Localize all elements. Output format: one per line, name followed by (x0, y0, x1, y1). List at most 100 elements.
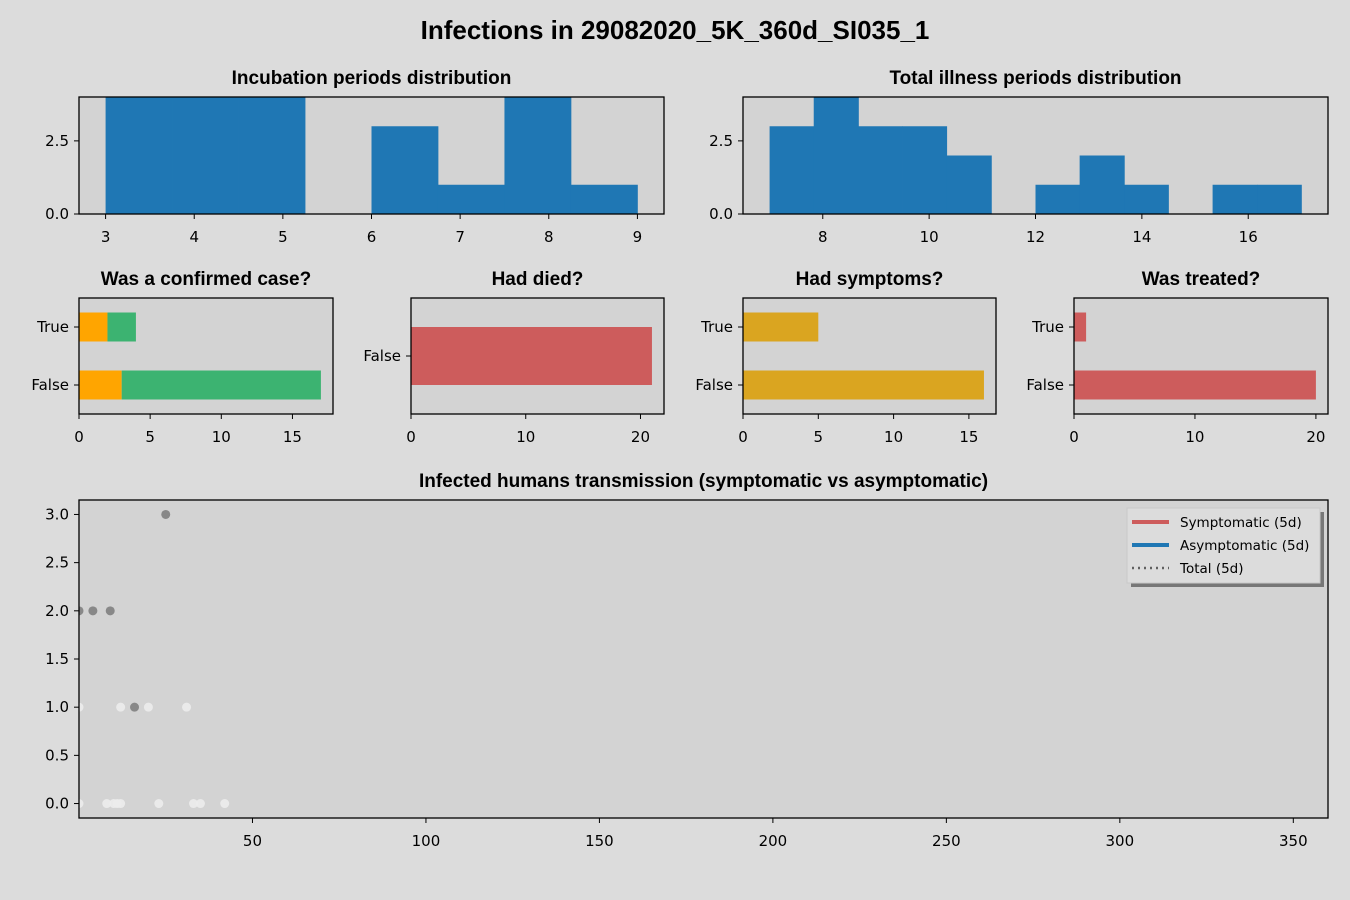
plot-frame (742, 96, 1329, 215)
scatter-point (188, 799, 198, 809)
legend: Symptomatic (5d) Asymptomatic (5d) Total (… (1126, 507, 1324, 587)
x-tick-label: 12 (1026, 228, 1045, 246)
bar-segment (1074, 370, 1316, 400)
histogram-bar (1079, 155, 1125, 214)
y-tick-label: True (700, 318, 733, 336)
histogram-bar (1124, 184, 1169, 214)
x-tick-label: 250 (932, 832, 961, 850)
histogram-bar (570, 184, 638, 214)
scatter-point (79, 606, 84, 616)
plot-frame (78, 96, 665, 215)
x-tick-label: 0 (406, 428, 416, 446)
x-tick-label: 200 (759, 832, 788, 850)
bar-segment (121, 370, 321, 400)
y-tick-label: 2.0 (45, 602, 69, 620)
x-tick-label: 20 (631, 428, 650, 446)
x-tick-label: 7 (455, 228, 465, 246)
scatter-point (161, 509, 171, 519)
bar-segment (79, 370, 122, 400)
chart-title: Had died? (492, 269, 584, 290)
x-tick-label: 0 (738, 428, 748, 446)
x-tick-label: 350 (1279, 832, 1308, 850)
legend-label: Symptomatic (5d) (1180, 515, 1302, 531)
histogram-bar (437, 184, 505, 214)
plot-frame (742, 297, 997, 415)
scatter-point (195, 799, 205, 809)
y-tick-label: False (363, 347, 401, 365)
plot-frame (78, 297, 334, 415)
y-tick-label: 3.0 (45, 505, 69, 523)
x-tick-label: 5 (145, 428, 155, 446)
chart-6: Infected humans transmission (symptomati… (45, 471, 1329, 850)
chart-3: Had died? False 0 10 20 (363, 269, 665, 446)
scatter-point (143, 702, 153, 712)
scatter-point (130, 702, 140, 712)
legend-label: Total (5d) (1179, 561, 1244, 577)
y-tick-label: False (695, 376, 733, 394)
histogram-bar (1212, 184, 1258, 214)
bar-segment (411, 327, 652, 385)
bar-segment (79, 312, 108, 342)
chart-title: Was a confirmed case? (101, 269, 311, 290)
scatter-point (102, 799, 112, 809)
x-tick-label: 10 (1185, 428, 1204, 446)
chart-title: Had symptoms? (796, 269, 944, 290)
chart-0: Incubation periods distribution 3 4 5 6 7 8 9 0.… (45, 68, 665, 246)
histogram-bar (946, 155, 992, 214)
x-tick-label: 10 (884, 428, 903, 446)
histogram-bar (238, 97, 306, 214)
chart-title: Incubation periods distribution (232, 68, 512, 89)
histogram-bar (769, 126, 815, 214)
y-tick-label: False (1026, 376, 1064, 394)
x-tick-label: 9 (633, 228, 643, 246)
x-tick-label: 150 (585, 832, 614, 850)
x-tick-label: 16 (1239, 228, 1258, 246)
chart-4: Had symptoms? False True 0 5 10 15 (695, 269, 997, 446)
chart-title: Total illness periods distribution (889, 68, 1181, 89)
bar-segment (743, 312, 819, 342)
x-tick-label: 6 (367, 228, 377, 246)
y-tick-label: True (36, 318, 69, 336)
histogram-bar (813, 97, 859, 214)
plot-frame (1073, 297, 1329, 415)
x-tick-label: 50 (243, 832, 262, 850)
scatter-point (220, 799, 230, 809)
histogram-bar (105, 97, 173, 214)
x-tick-label: 15 (283, 428, 302, 446)
y-tick-label: 0.0 (45, 795, 69, 813)
y-tick-label: 2.5 (45, 554, 69, 572)
histogram-bar (172, 97, 239, 214)
x-tick-label: 5 (814, 428, 824, 446)
x-tick-label: 0 (1069, 428, 1079, 446)
figure-title: Infections in 29082020_5K_360d_SI035_1 (421, 15, 930, 45)
x-tick-label: 10 (920, 228, 939, 246)
scatter-point (105, 606, 115, 616)
x-tick-label: 100 (412, 832, 441, 850)
y-tick-label: 2.5 (709, 132, 733, 150)
y-tick-label: 1.0 (45, 698, 69, 716)
histogram-bar (504, 97, 572, 214)
scatter-point (79, 799, 84, 809)
histogram-bar (1035, 184, 1081, 214)
scatter-point (116, 702, 126, 712)
y-tick-label: True (1031, 318, 1064, 336)
y-tick-label: 0.0 (709, 205, 733, 223)
chart-2: Was a confirmed case? False True 0 5 10 15 (31, 269, 334, 446)
scatter-point (116, 799, 126, 809)
histogram-bar (371, 126, 439, 214)
y-tick-label: 1.5 (45, 650, 69, 668)
scatter-point (182, 702, 192, 712)
x-tick-label: 14 (1132, 228, 1151, 246)
x-tick-label: 8 (544, 228, 554, 246)
y-tick-label: 0.5 (45, 746, 69, 764)
bar-segment (1074, 312, 1087, 342)
x-tick-label: 10 (212, 428, 231, 446)
x-tick-label: 5 (278, 228, 288, 246)
chart-title: Was treated? (1142, 269, 1261, 290)
bar-segment (107, 312, 136, 342)
x-tick-label: 20 (1306, 428, 1325, 446)
scatter-point (88, 606, 98, 616)
x-tick-label: 4 (189, 228, 199, 246)
scatter-point (79, 702, 84, 712)
